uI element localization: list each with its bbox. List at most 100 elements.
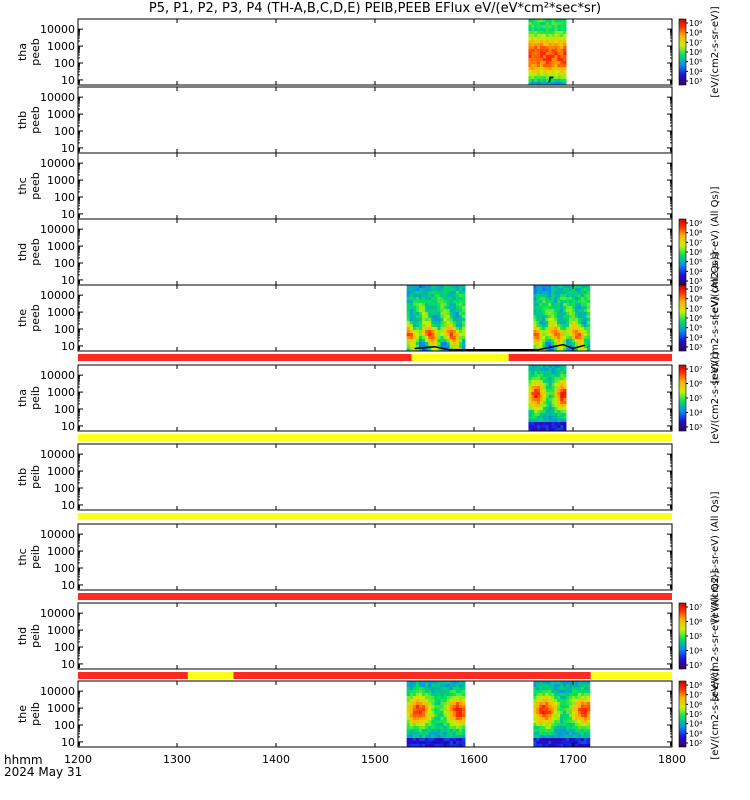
spectrogram-cell [554,395,558,399]
spectrogram-cell [554,729,558,733]
spectrogram-cell [542,398,547,402]
spectrogram-cell [542,744,546,748]
spectrogram-cell [540,428,544,432]
spectrogram-cell [563,327,567,331]
spectrogram-cell [554,425,558,429]
spectrogram-cell [536,693,540,697]
spectrogram-cell [554,288,558,292]
spectrogram-cell [542,49,547,53]
spectrogram-cell [437,708,441,712]
spectrogram-cell [557,714,561,718]
spectrogram-cell [569,339,573,343]
spectrogram-cell [443,699,448,703]
spectrogram-cell [415,699,420,703]
spectrogram-cell [560,333,564,337]
spectrogram-cell [545,321,549,325]
spectrogram-cell [563,25,567,29]
spectrogram-cell [557,294,561,298]
spectrogram-cell [431,711,435,715]
spectrogram-cell [458,693,463,697]
spectrogram-cell [449,726,454,730]
spectrogram-cell [428,342,432,346]
spectrogram-cell [406,687,411,691]
spectrogram-cell [443,339,448,343]
spectrogram-cell [563,413,567,417]
spectrogram-cell [557,321,561,325]
spectrogram-cell [406,705,411,709]
spectrogram-cell [458,696,463,700]
spectrogram-cell [580,705,585,709]
spectrogram-cell [431,738,435,742]
spectrogram-cell [406,696,411,700]
spectrogram-cell [528,58,532,62]
spectrogram-cell [539,690,543,694]
spectrogram-cell [428,723,432,727]
y-axis-label: thd [16,243,29,261]
spectrogram-cell [551,67,555,71]
spectrogram-cell [437,723,441,727]
spectrogram-cell [540,58,544,62]
spectrogram-cell [537,70,541,74]
spectrogram-cell [434,306,438,310]
spectrogram-cell [560,345,564,349]
spectrogram-cell [443,720,448,724]
spectrogram-cell [462,339,466,343]
spectrogram-cell [577,312,582,316]
colorbar-tick-label: 10⁴ [689,67,702,76]
spectrogram-cell [537,377,541,381]
spectrogram-cell [560,342,564,346]
spectrogram-cell [580,693,585,697]
spectrogram-cell [415,705,420,709]
spectrogram-cell [569,342,573,346]
spectrogram-cell [537,383,541,387]
spectrogram-cell [569,723,573,727]
spectrogram-block [406,285,466,352]
spectrogram-cell [545,368,550,372]
spectrogram-cell [531,67,535,71]
spectrogram-cell [557,732,561,736]
spectrogram-cell [449,681,454,685]
spectrogram-cell [548,729,552,733]
spectrogram-cell [551,717,555,721]
spectrogram-cell [566,732,570,736]
spectrogram-cell [537,61,541,65]
spectrogram-cell [563,306,567,310]
spectrogram-cell [437,333,441,337]
spectrogram-cell [462,318,466,322]
spectrogram-cell [569,324,573,328]
spectrogram-cell [462,333,466,337]
spectrogram-cell [577,318,582,322]
spectrogram-cell [560,61,564,65]
spectrogram-cell [548,43,552,47]
spectrogram-cell [557,696,561,700]
spectrogram-cell [545,425,550,429]
spectrogram-cell [563,19,567,23]
spectrogram-cell [566,738,570,742]
spectrogram-cell [422,324,426,328]
spectrogram-cell [545,300,549,304]
spectrogram-cell [540,31,544,35]
spectrogram-cell [566,693,570,697]
spectrogram-cell [569,720,573,724]
spectrogram-cell [563,40,567,44]
colorbar-tick-label: 10⁹ [689,285,702,294]
spectrogram-cell [428,300,432,304]
spectrogram-cell [542,732,546,736]
spectrogram-cell [583,291,588,295]
spectrogram-cell [572,324,576,328]
spectrogram-cell [577,309,582,313]
spectrogram-cell [554,368,558,372]
spectrogram-cell [412,330,417,334]
spectrogram-cell [462,345,466,349]
spectrogram-cell [548,720,552,724]
spectrogram-cell [563,705,567,709]
spectrogram-cell [563,690,567,694]
spectrogram-cell [446,714,451,718]
spectrogram-cell [425,705,429,709]
spectrogram-cell [412,738,417,742]
spectrogram-cell [563,383,567,387]
spectrogram-cell [539,342,543,346]
spectrogram-cell [580,291,585,295]
spectrogram-cell [536,705,540,709]
